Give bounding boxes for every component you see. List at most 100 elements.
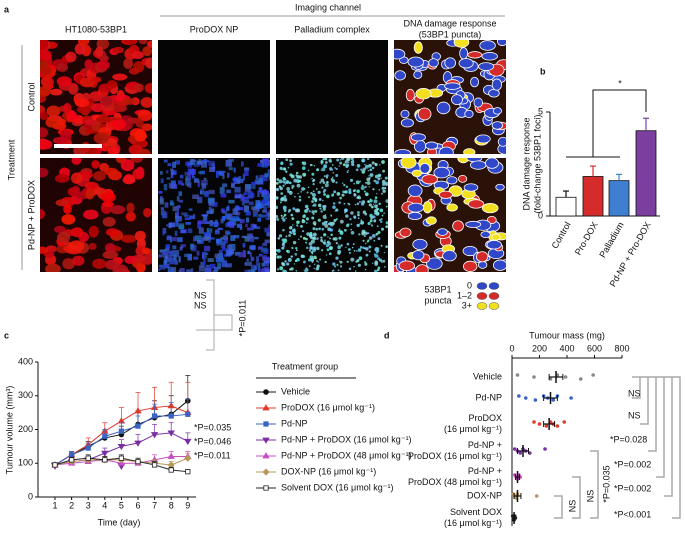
np-signal xyxy=(178,223,185,230)
np-signal xyxy=(171,237,177,242)
pd-signal xyxy=(276,205,279,210)
np-signal xyxy=(174,230,178,237)
np-signal xyxy=(247,250,251,255)
np-signal xyxy=(176,220,179,225)
pd-signal xyxy=(382,169,386,173)
pd-signal xyxy=(385,199,388,203)
category-label: ProDOX xyxy=(468,413,502,423)
np-signal xyxy=(228,243,236,251)
pd-signal xyxy=(310,258,315,262)
pd-signal xyxy=(329,167,333,171)
np-signal xyxy=(204,233,211,240)
marker xyxy=(85,455,91,461)
np-signal xyxy=(225,263,232,268)
pd-signal xyxy=(292,224,294,226)
np-signal xyxy=(231,182,234,185)
pd-signal xyxy=(301,230,305,233)
nucleus xyxy=(475,251,489,263)
np-signal xyxy=(163,260,168,264)
np-signal xyxy=(179,174,184,179)
nucleus xyxy=(442,250,457,262)
pd-signal xyxy=(279,201,282,204)
pd-signal xyxy=(322,181,326,184)
np-signal xyxy=(236,223,243,228)
np-signal xyxy=(161,213,167,219)
pd-signal xyxy=(369,219,373,223)
np-signal xyxy=(226,231,231,235)
pd-signal xyxy=(276,181,279,185)
sig-bracket xyxy=(664,376,673,497)
np-signal xyxy=(250,256,255,261)
data-point xyxy=(544,424,549,428)
np-signal xyxy=(212,201,218,207)
np-signal xyxy=(269,202,270,206)
np-signal xyxy=(197,221,202,229)
pd-signal xyxy=(280,214,283,217)
cell xyxy=(83,80,94,87)
category-label: Pd-NP + xyxy=(468,440,502,450)
np-signal xyxy=(190,243,195,250)
pd-signal xyxy=(312,179,315,183)
marker xyxy=(117,443,126,451)
nucleus xyxy=(410,133,426,142)
np-signal xyxy=(189,215,194,219)
pd-signal xyxy=(325,176,329,179)
pd-signal xyxy=(352,243,355,246)
np-signal xyxy=(204,267,212,272)
pd-signal xyxy=(341,193,345,197)
pd-signal xyxy=(325,217,327,219)
pd-signal xyxy=(317,203,322,208)
pd-signal xyxy=(289,190,292,193)
pd-signal xyxy=(323,175,326,178)
cell xyxy=(135,166,145,179)
cell xyxy=(123,174,135,183)
np-signal xyxy=(262,190,269,195)
pd-signal xyxy=(356,250,358,252)
pd-signal xyxy=(350,211,354,215)
data-point xyxy=(532,420,536,424)
np-signal xyxy=(215,219,218,224)
np-signal xyxy=(262,242,268,246)
pd-signal xyxy=(363,247,366,250)
np-signal xyxy=(172,161,177,168)
cell xyxy=(74,43,86,55)
cell xyxy=(42,77,54,88)
pd-signal xyxy=(276,214,279,219)
np-signal xyxy=(254,237,259,240)
pd-signal xyxy=(332,269,335,272)
annotation: *P=0.046 xyxy=(194,436,231,446)
marker xyxy=(168,413,174,419)
np-signal xyxy=(246,269,250,272)
pd-signal xyxy=(355,168,359,172)
pd-signal xyxy=(279,166,283,170)
pd-signal xyxy=(336,158,340,162)
np-signal xyxy=(255,181,262,185)
nucleus xyxy=(467,51,483,59)
nucleus xyxy=(407,56,424,68)
pd-signal xyxy=(350,257,355,262)
pd-signal xyxy=(276,187,279,192)
pd-signal xyxy=(324,183,329,188)
np-signal xyxy=(204,221,210,225)
pd-signal xyxy=(346,171,349,174)
pd-signal xyxy=(327,236,329,238)
pd-signal xyxy=(348,203,351,206)
nucleus xyxy=(394,70,406,81)
marker xyxy=(102,433,108,439)
np-signal xyxy=(193,256,199,260)
cell xyxy=(135,245,146,257)
pd-signal xyxy=(354,203,357,206)
np-signal xyxy=(160,171,163,175)
np-signal xyxy=(187,228,193,234)
pd-signal xyxy=(349,178,354,182)
np-signal xyxy=(201,214,209,217)
np-signal xyxy=(226,189,231,194)
pd-signal xyxy=(368,250,371,253)
nucleus xyxy=(426,257,443,270)
cell xyxy=(112,73,128,81)
np-signal xyxy=(269,187,270,191)
pd-signal xyxy=(361,170,366,174)
pd-signal xyxy=(295,171,299,175)
marker xyxy=(69,457,75,463)
pd-signal xyxy=(372,188,375,191)
